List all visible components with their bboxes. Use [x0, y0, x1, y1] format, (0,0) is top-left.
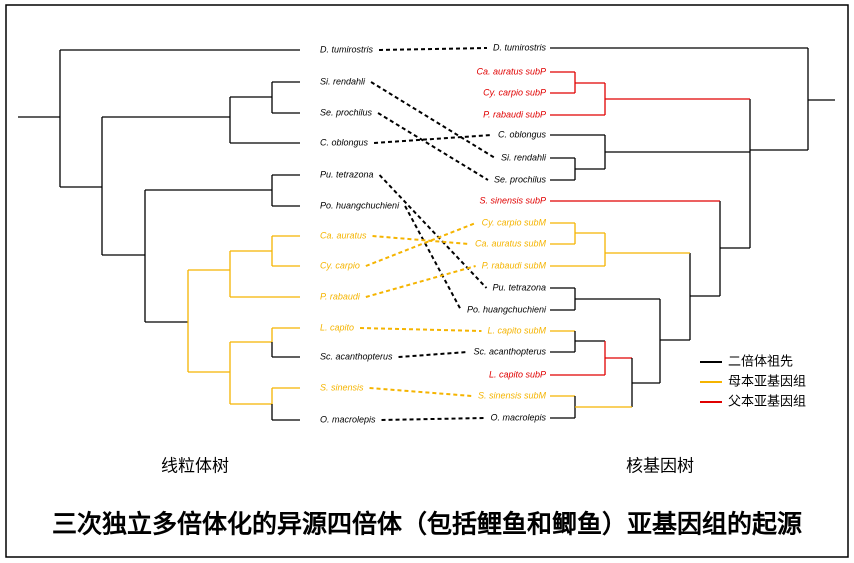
connection	[365, 265, 476, 298]
connection	[372, 235, 470, 245]
left-leaf-label: Ca. auratus	[320, 230, 367, 240]
left-leaf-label: Cy. carpio	[320, 260, 360, 270]
right-leaf-label: Si. rendahli	[501, 152, 547, 162]
right-leaf-label: Po. huangchuchieni	[467, 304, 547, 314]
left-leaf-label: Sc. acanthopterus	[320, 351, 393, 361]
connection	[369, 387, 473, 397]
connection	[370, 81, 496, 159]
left-tree-title: 线粒体树	[161, 456, 229, 475]
connection	[365, 222, 477, 267]
right-leaf-label: P. rabaudi subM	[482, 260, 547, 270]
connection	[378, 47, 488, 51]
right-leaf-label: P. rabaudi subP	[483, 109, 546, 119]
left-leaf-label: Se. prochilus	[320, 107, 373, 117]
connection	[378, 174, 488, 289]
right-leaf-label: Se. prochilus	[494, 174, 547, 184]
connection	[398, 351, 468, 358]
right-tree-title: 核基因树	[626, 456, 694, 475]
legend-label: 二倍体祖先	[728, 353, 793, 368]
right-leaf-label: C. oblongus	[498, 129, 547, 139]
right-leaf-label: Sc. acanthopterus	[473, 346, 546, 356]
right-leaf-label: S. sinensis subP	[479, 195, 546, 205]
left-leaf-label: O. macrolepis	[320, 414, 376, 424]
connection	[360, 327, 482, 332]
legend-label: 父本亚基因组	[728, 393, 806, 408]
right-leaf-label: O. macrolepis	[490, 412, 546, 422]
legend-label: 母本亚基因组	[728, 373, 806, 388]
left-leaf-label: Pu. tetrazona	[320, 169, 374, 179]
frame	[5, 4, 849, 558]
left-leaf-label: L. capito	[320, 322, 354, 332]
right-leaf-label: Ca. auratus subM	[475, 238, 547, 248]
right-leaf-label: Cy. carpio subP	[483, 87, 546, 97]
left-leaf-label: S. sinensis	[320, 382, 364, 392]
left-leaf-label: Si. rendahli	[320, 76, 366, 86]
main-title: 三次独立多倍体化的异源四倍体（包括鲤鱼和鲫鱼）亚基因组的起源	[52, 510, 802, 539]
right-leaf-label: Cy. carpio subM	[482, 217, 547, 227]
left-leaf-label: P. rabaudi	[320, 291, 361, 301]
connection	[381, 417, 485, 421]
right-leaf-label: Ca. auratus subP	[476, 66, 546, 76]
right-leaf-label: S. sinensis subM	[478, 390, 547, 400]
right-leaf-label: L. capito subM	[487, 325, 546, 335]
left-leaf-label: Po. huangchuchieni	[320, 200, 400, 210]
right-leaf-label: Pu. tetrazona	[492, 282, 546, 292]
left-leaf-label: D. tumirostris	[320, 44, 374, 54]
right-leaf-label: D. tumirostris	[493, 42, 547, 52]
connection	[377, 112, 489, 181]
right-leaf-label: L. capito subP	[489, 369, 546, 379]
connection	[404, 205, 462, 311]
left-leaf-label: C. oblongus	[320, 137, 369, 147]
connection	[373, 134, 493, 144]
